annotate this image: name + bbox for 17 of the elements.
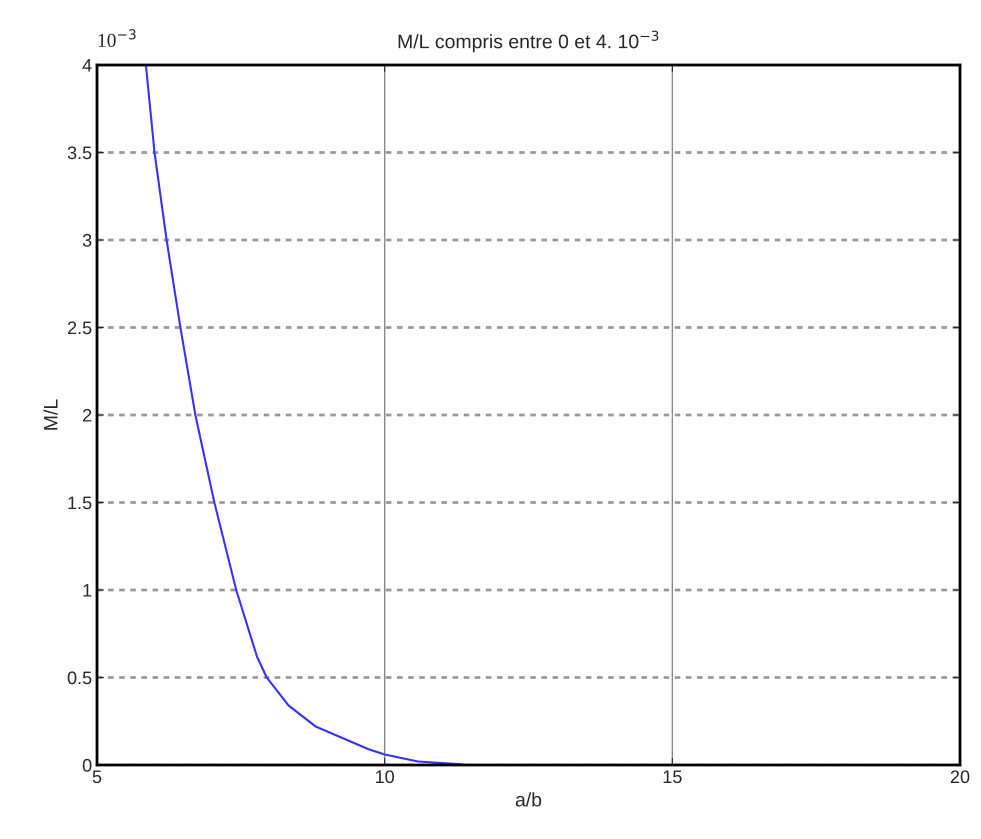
chart-title: M/L compris entre 0 et 4. 10$^{−3}$	[398, 30, 658, 52]
y-tick-label: 1	[83, 584, 92, 597]
y-tick-label: 2.5	[68, 321, 92, 334]
y-axis-title: M/L	[43, 399, 58, 430]
y-tick-label: 1.5	[68, 496, 92, 510]
y-tick-label: 2	[83, 408, 92, 422]
text: 10$^{−3}$	[98, 29, 136, 47]
y-tick-label: 3	[82, 234, 92, 247]
y-tick-label: 0	[82, 758, 92, 772]
y-tick-label: 3.5	[68, 146, 92, 160]
x-tick-label: 15	[664, 770, 682, 784]
x-tick-label: 10	[376, 770, 394, 784]
y-tick-label: 4	[82, 59, 92, 72]
y-tick-label: 0.5	[68, 671, 92, 684]
x-tick-label: 20	[950, 770, 970, 784]
x-axis-title: a/b	[516, 792, 542, 807]
x-tick-label: 5	[92, 770, 102, 784]
